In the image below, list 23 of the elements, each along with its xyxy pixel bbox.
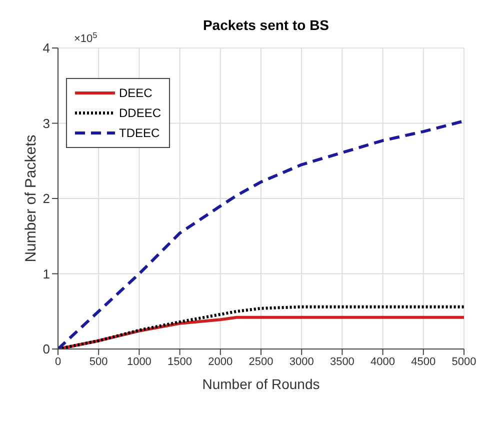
x-tick-label: 4000 <box>370 356 396 368</box>
x-tick-label: 1500 <box>168 356 192 368</box>
chart-title: Packets sent to BS <box>202 17 330 33</box>
y-tick-label: 4 <box>42 40 50 56</box>
y-axis-title: Number of Packets <box>22 134 40 262</box>
legend-label: DDEEC <box>119 105 162 122</box>
x-tick-label: 2500 <box>248 356 274 368</box>
x-tick-label: 500 <box>89 356 108 368</box>
legend-label: TDEEC <box>119 125 160 142</box>
y-tick-label: 2 <box>42 191 50 206</box>
x-tick-label: 3500 <box>330 356 354 368</box>
x-tick-label: 3000 <box>289 356 314 368</box>
x-tick-label: 1000 <box>126 356 152 368</box>
x-tick-label: 5000 <box>452 356 476 368</box>
legend-label: DEEC <box>119 85 152 102</box>
y-tick-label: 0 <box>42 342 50 357</box>
x-tick-label: 0 <box>54 356 62 368</box>
y-tick-label: 1 <box>42 266 50 282</box>
y-tick-label: 3 <box>42 116 50 131</box>
x-tick-label: 4500 <box>411 356 436 368</box>
x-tick-label: 2000 <box>208 356 233 368</box>
text: ×10$^{5}$ <box>74 30 98 45</box>
x-axis-title: Number of Rounds <box>202 376 320 392</box>
